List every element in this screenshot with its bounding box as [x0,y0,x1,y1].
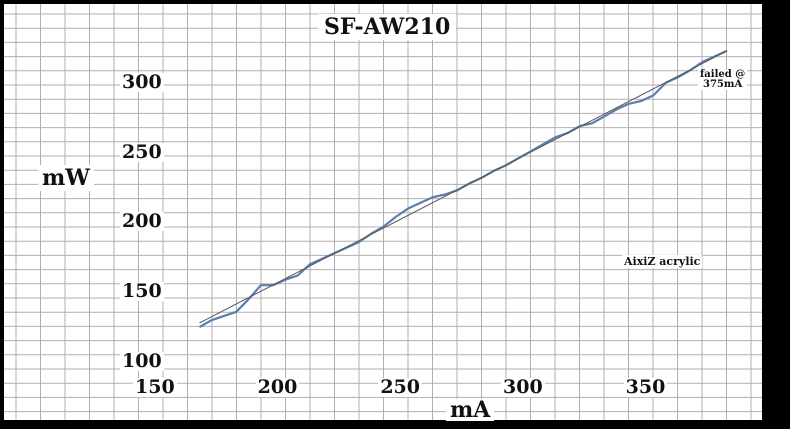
x-tick-label: 300 [501,376,545,398]
y-tick-label: 300 [120,70,164,93]
series-line-trend [199,50,728,324]
series-layer [198,49,728,329]
grid-horizontal [4,13,762,413]
y-tick-label: 200 [120,210,164,233]
y-axis-label: mW [38,165,94,191]
y-tick-label: 250 [120,140,164,163]
annotation-failed: failed @ 375mA [698,69,748,90]
y-tick-label: 150 [120,280,164,303]
annotation-failed-line1: failed @ [700,69,746,80]
annotation-failed-line2: 375mA [703,79,743,90]
x-axis-label: mA [446,399,495,421]
x-tick-label: 350 [623,376,668,398]
grid-vertical [15,4,752,420]
x-tick-label: 200 [255,376,300,398]
x-tick-label: 150 [133,376,177,398]
chart-title: SF-AW210 [318,14,457,40]
y-tick-label: 100 [120,350,164,372]
x-tick-label: 250 [378,376,422,398]
annotation-aixiz: AixiZ acrylic [622,255,703,268]
